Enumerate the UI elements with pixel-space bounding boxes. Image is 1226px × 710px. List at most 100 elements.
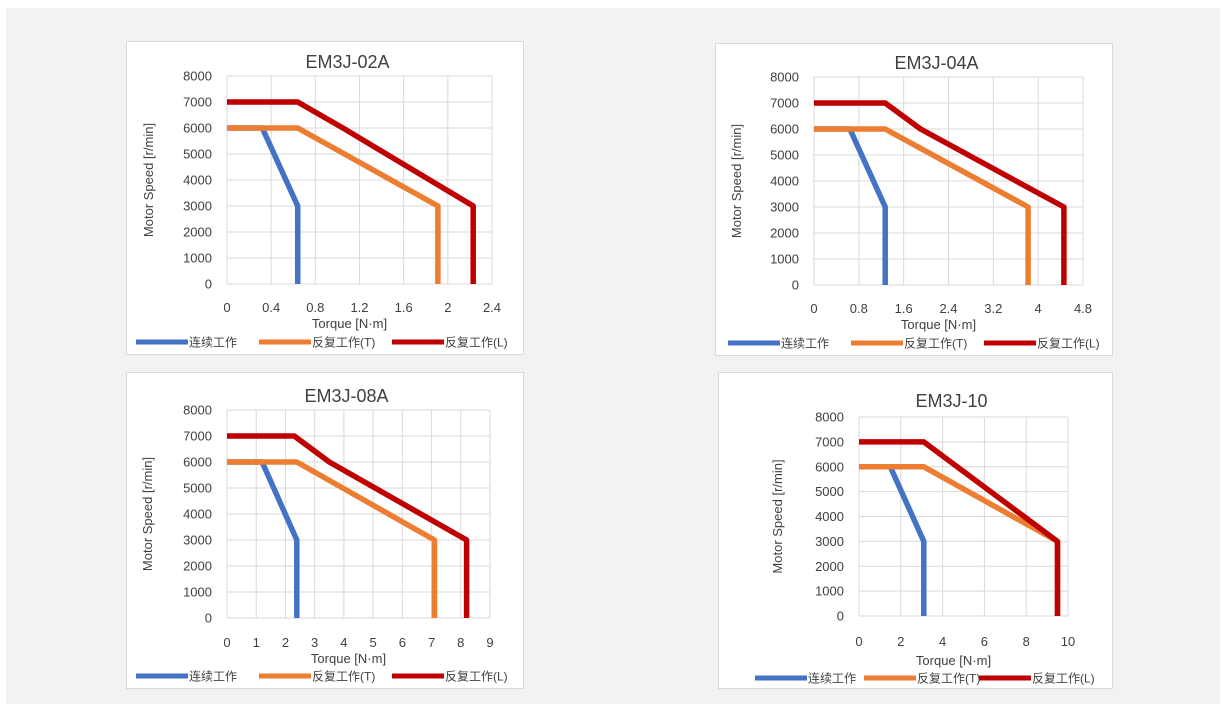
y-tick-label: 3000 [183, 533, 212, 548]
x-tick-label: 4 [1035, 301, 1042, 316]
legend-label: 反复工作(T) [917, 672, 980, 686]
chart-panel-em3j-04a: EM3J-04A 0 1000 2000 3000 4000 5000 6000 7000 800… [715, 43, 1113, 356]
x-tick-label: 8 [1023, 634, 1030, 649]
y-tick-label: 0 [205, 277, 212, 292]
x-tick-label: 0 [810, 301, 817, 316]
legend-label: 反复工作(L) [445, 670, 508, 684]
series-line-repeat-T [227, 459, 438, 618]
chart-title: EM3J-10 [915, 391, 987, 411]
y-tick-label: 4000 [815, 509, 844, 524]
series-line-repeat-L [227, 433, 470, 618]
x-tick-label: 4 [939, 634, 946, 649]
x-tick-label: 10 [1061, 634, 1075, 649]
y-tick-label: 0 [792, 278, 799, 293]
x-tick-label: 2.4 [939, 301, 957, 316]
y-tick-label: 1000 [183, 251, 212, 266]
y-axis-label: Motor Speed [r/min] [140, 457, 155, 571]
y-tick-label: 8000 [183, 69, 212, 84]
legend-label: 连续工作 [781, 336, 829, 351]
y-tick-label: 4000 [770, 174, 799, 189]
y-tick-label: 2000 [815, 559, 844, 574]
y-tick-label: 0 [837, 609, 844, 624]
chart-svg: EM3J-02A 0 1000 2000 3000 4000 5000 6000 7000 800… [136, 52, 508, 350]
x-tick-label: 2 [444, 300, 451, 315]
x-axis-label: Torque [N·m] [311, 651, 386, 666]
x-tick-label: 2 [897, 634, 904, 649]
y-tick-label: 0 [205, 611, 212, 626]
y-tick-label: 2000 [770, 226, 799, 241]
legend-label: 连续工作 [189, 669, 237, 684]
x-tick-label: 3.2 [984, 301, 1002, 316]
chart-svg: EM3J-04A 0 1000 2000 3000 4000 5000 6000 7000 800… [728, 53, 1100, 351]
y-tick-label: 3000 [770, 200, 799, 215]
y-tick-label: 4000 [183, 173, 212, 188]
x-tick-label: 4.8 [1074, 301, 1092, 316]
chart-panel-em3j-02a: EM3J-02A 0 1000 2000 3000 4000 5000 6000 7000 800… [126, 41, 524, 355]
chart-title: EM3J-04A [894, 53, 978, 73]
x-tick-label: 0 [223, 300, 230, 315]
y-tick-label: 6000 [815, 459, 844, 474]
x-tick-label: 0.4 [262, 300, 280, 315]
series-line-repeat-L [227, 99, 476, 284]
y-tick-label: 1000 [770, 252, 799, 267]
y-tick-label: 8000 [183, 403, 212, 418]
x-tick-label: 3 [311, 635, 318, 650]
y-tick-label: 8000 [815, 410, 844, 425]
chart-title: EM3J-08A [304, 386, 388, 406]
series-line-repeat-L [814, 100, 1067, 285]
y-tick-label: 5000 [183, 481, 212, 496]
x-tick-label: 1.2 [350, 300, 368, 315]
y-tick-label: 5000 [770, 148, 799, 163]
x-tick-label: 9 [486, 635, 493, 650]
x-axis-label: Torque [N·m] [312, 316, 387, 331]
legend-label: 连续工作 [808, 671, 856, 686]
chart-svg: EM3J-10 0 1000 2000 3000 4000 5000 6000 7000 8000… [755, 391, 1095, 686]
x-tick-label: 2.4 [483, 300, 501, 315]
chart-panel-em3j-10: EM3J-10 0 1000 2000 3000 4000 5000 6000 7000 8000… [718, 372, 1113, 689]
y-tick-label: 6000 [770, 122, 799, 137]
x-axis-label: Torque [N·m] [916, 653, 991, 668]
y-tick-label: 7000 [815, 434, 844, 449]
y-tick-label: 8000 [770, 70, 799, 85]
y-tick-label: 7000 [183, 95, 212, 110]
chart-svg: EM3J-08A 0 1000 2000 3000 4000 5000 6000 7000 800… [136, 386, 508, 684]
y-tick-label: 6000 [183, 455, 212, 470]
x-axis-label: Torque [N·m] [901, 317, 976, 332]
legend-label: 连续工作 [189, 335, 237, 350]
y-tick-label: 7000 [183, 429, 212, 444]
x-tick-label: 0 [855, 634, 862, 649]
x-tick-label: 7 [428, 635, 435, 650]
x-tick-label: 0.8 [850, 301, 868, 316]
y-tick-label: 3000 [815, 534, 844, 549]
x-tick-label: 8 [457, 635, 464, 650]
legend-label: 反复工作(L) [1037, 337, 1100, 351]
y-tick-label: 5000 [183, 147, 212, 162]
y-tick-label: 1000 [183, 585, 212, 600]
legend-label: 反复工作(L) [445, 336, 508, 350]
y-axis-label: Motor Speed [r/min] [141, 123, 156, 237]
x-tick-label: 1.6 [395, 300, 413, 315]
x-tick-label: 2 [282, 635, 289, 650]
chart-title: EM3J-02A [305, 52, 389, 72]
y-tick-label: 3000 [183, 199, 212, 214]
series-line-repeat-L [859, 439, 1061, 616]
legend-label: 反复工作(T) [312, 670, 375, 684]
y-tick-label: 6000 [183, 121, 212, 136]
x-tick-label: 1.6 [895, 301, 913, 316]
chart-panel-em3j-08a: EM3J-08A 0 1000 2000 3000 4000 5000 6000 7000 800… [126, 372, 524, 689]
x-tick-label: 6 [399, 635, 406, 650]
y-tick-label: 4000 [183, 507, 212, 522]
legend-label: 反复工作(L) [1032, 672, 1095, 686]
y-tick-label: 2000 [183, 559, 212, 574]
series-line-repeat-T [814, 126, 1031, 285]
figure-background: EM3J-02A 0 1000 2000 3000 4000 5000 6000 7000 800… [6, 8, 1220, 704]
x-tick-label: 0 [223, 635, 230, 650]
legend-label: 反复工作(T) [312, 336, 375, 350]
y-axis-label: Motor Speed [r/min] [729, 124, 744, 238]
x-tick-label: 0.8 [306, 300, 324, 315]
series-line-repeat-T [227, 125, 441, 284]
y-axis-label: Motor Speed [r/min] [770, 459, 785, 573]
x-tick-label: 4 [340, 635, 347, 650]
y-tick-label: 2000 [183, 225, 212, 240]
x-tick-label: 1 [253, 635, 260, 650]
